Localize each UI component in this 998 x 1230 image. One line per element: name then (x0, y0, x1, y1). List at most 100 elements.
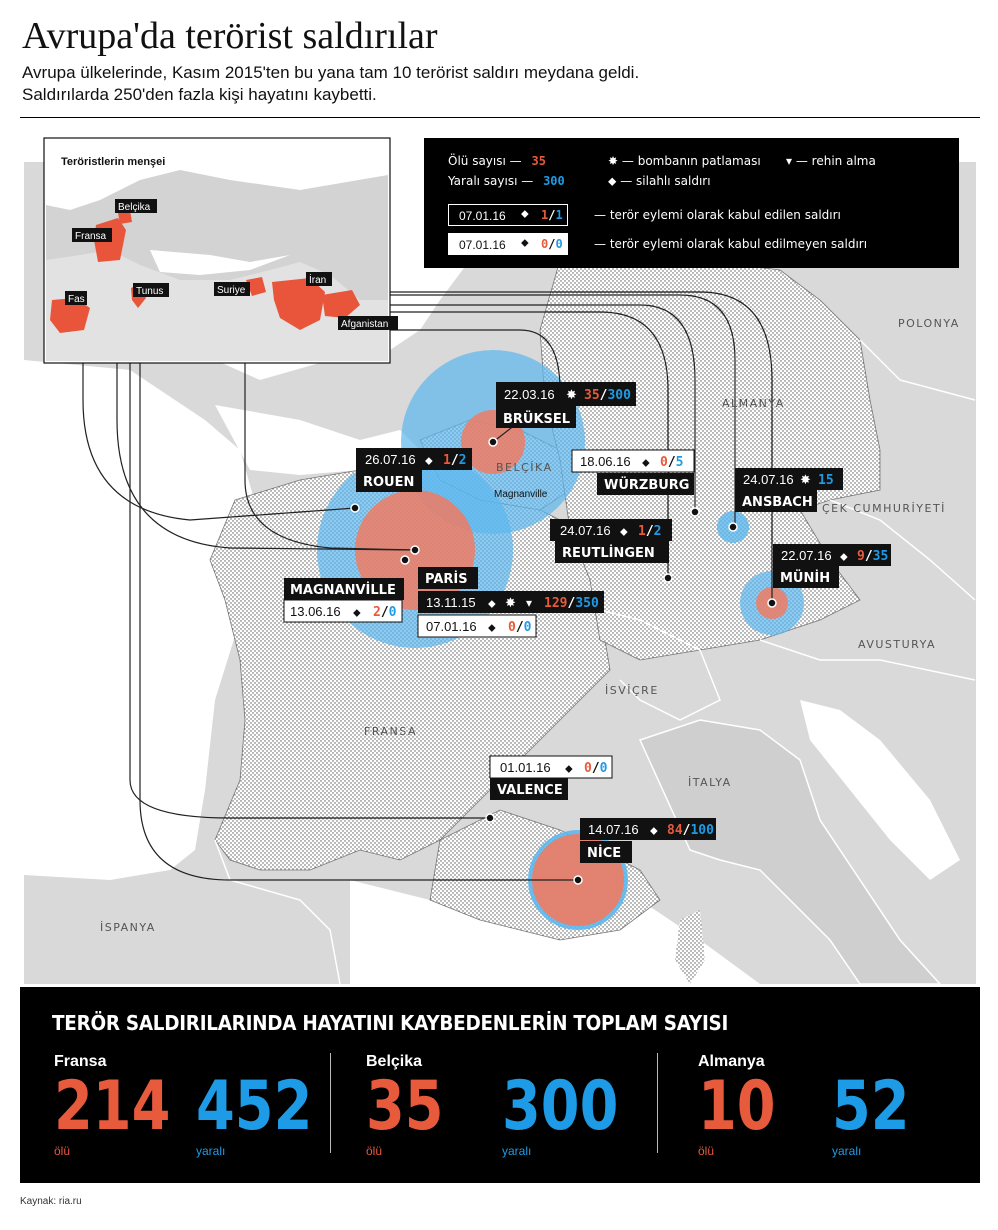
origin-syria (246, 277, 266, 296)
svg-text:22.03.16: 22.03.16 (504, 387, 555, 402)
origin-iran (272, 278, 325, 330)
callout-ansbach: 24.07.16 ✸ 15 ANSBACH (735, 468, 843, 512)
stats-france-wounded-label: yaralı (196, 1144, 226, 1158)
gun-icon: ⬥ (650, 825, 658, 837)
svg-text:1/2: 1/2 (443, 453, 466, 468)
stats-france-dead: 214 (54, 1067, 171, 1146)
legend-unrecognized-label: — terör eylemi olarak kabul edilmeyen sa… (594, 237, 868, 251)
country-label-france: FRANSA (364, 725, 417, 738)
legend-gun-row: ⬥ — silahlı saldırı (608, 174, 711, 188)
callout-munich: 22.07.16 ⬥ 9/35 MÜNİH (773, 544, 891, 588)
svg-text:0/0: 0/0 (508, 620, 532, 635)
inset-label-morocco: Fas (68, 294, 85, 305)
stats-belgium-dead-label: ölü (366, 1144, 383, 1158)
subtitle-line-1: Avrupa ülkelerinde, Kasım 2015'ten bu ya… (22, 63, 640, 82)
gun-icon: ⬥ (608, 174, 617, 188)
gun-icon: ⬥ (353, 607, 361, 619)
point-magnanville (400, 555, 410, 565)
inset-label-belgium: Belçika (118, 202, 151, 213)
origin-belgium (118, 210, 132, 224)
attack-callouts: 22.03.16 ✸ 35/300 BRÜKSEL 26.07.16 ⬥ 1/2… (283, 382, 891, 863)
country-labels: POLONYA ALMANYA BELÇİKA ÇEK CUMHURİYETİ … (100, 317, 958, 934)
point-wurzburg (690, 507, 700, 517)
callout-wurzburg: 18.06.16 ⬥ 0/5 WÜRZBURG (571, 449, 695, 495)
stats-germany-wounded: 52 (832, 1067, 910, 1146)
origin-afghanistan (322, 290, 360, 318)
callout-magnanville: MAGNANVİLLE 13.06.16 ⬥ 2/0 (283, 578, 404, 623)
explosion-icon: ✸ (566, 387, 577, 402)
svg-text:14.07.16: 14.07.16 (588, 822, 639, 837)
svg-text:22.07.16: 22.07.16 (781, 548, 832, 563)
callout-paris: PARİS 13.11.15 ⬥ ✸ ▾ 129/350 07.01.16 ⬥ … (417, 567, 604, 638)
svg-text:REUTLİNGEN: REUTLİNGEN (562, 545, 655, 561)
explosion-icon: ✸ (608, 154, 619, 168)
map-legend: Ölü sayısı — 35 Yaralı sayısı — 300 ✸ — … (424, 138, 959, 268)
stats-france-dead-label: ölü (54, 1144, 71, 1158)
stats-belgium-dead: 35 (366, 1067, 444, 1146)
svg-text:35/300: 35/300 (584, 388, 631, 403)
legend-wounded-row: Yaralı sayısı — 300 (448, 174, 565, 188)
svg-text:24.07.16: 24.07.16 (743, 472, 794, 487)
origin-connectors (82, 222, 773, 881)
gun-icon: ⬥ (521, 237, 529, 249)
gun-icon: ⬥ (642, 457, 650, 469)
stats-divider (657, 1053, 658, 1153)
subtitle-line-2: Saldırılarda 250'den fazla kişi hayatını… (22, 85, 377, 104)
attacks-map: POLONYA ALMANYA BELÇİKA ÇEK CUMHURİYETİ … (24, 137, 976, 985)
stats-title: TERÖR SALDIRILARINDA HAYATINI KAYBEDENLE… (52, 1011, 729, 1035)
point-valence (485, 813, 495, 823)
legend-bomb-row: ✸ — bombanın patlaması (608, 154, 761, 168)
attack-points (350, 437, 777, 885)
svg-text:18.06.16: 18.06.16 (580, 454, 631, 469)
inset-title: Teröristlerin menşei (61, 156, 165, 168)
svg-text:1/2: 1/2 (638, 524, 661, 539)
svg-text:07.01.16: 07.01.16 (426, 619, 477, 634)
country-label-austria: AVUSTURYA (858, 638, 936, 651)
adriatic-sea (800, 700, 960, 880)
point-munich (767, 598, 777, 608)
legend-recognized-sample: 07.01.16 ⬥ 1/1 (448, 204, 568, 226)
point-nice (573, 875, 583, 885)
svg-text:01.01.16: 01.01.16 (500, 760, 551, 775)
gun-icon: ⬥ (565, 763, 573, 775)
inset-label-iran: İran (309, 273, 326, 286)
inset-label-afghanistan: Afganistan (341, 319, 388, 330)
stats-divider (330, 1053, 331, 1153)
source-note: Kaynak: ria.ru (20, 1196, 82, 1207)
legend-unrecognized-sample: 07.01.16 ⬥ 0/0 (448, 233, 568, 255)
callout-reutlingen: 24.07.16 ⬥ 1/2 REUTLİNGEN (550, 519, 672, 563)
svg-text:26.07.16: 26.07.16 (365, 452, 416, 467)
point-brussels (488, 437, 498, 447)
stats-germany-dead: 10 (698, 1067, 776, 1146)
explosion-icon: ✸ (505, 595, 516, 610)
svg-text:0/5: 0/5 (660, 455, 683, 470)
italy-coast (638, 719, 942, 985)
country-label-belgium: BELÇİKA (496, 461, 553, 474)
svg-text:MAGNANVİLLE: MAGNANVİLLE (290, 582, 396, 598)
inset-label-syria: Suriye (217, 285, 246, 296)
stats-france-wounded: 452 (196, 1067, 313, 1146)
callout-brussels: 22.03.16 ✸ 35/300 BRÜKSEL (496, 382, 636, 428)
inset-label-tunisia: Tunus (136, 286, 163, 297)
svg-text:84/100: 84/100 (667, 823, 714, 838)
country-label-germany: ALMANYA (722, 397, 785, 410)
svg-text:ROUEN: ROUEN (363, 475, 414, 490)
country-label-italy: İTALYA (688, 776, 732, 789)
gun-icon: ⬥ (521, 208, 529, 220)
svg-text:ANSBACH: ANSBACH (742, 495, 813, 510)
svg-text:24.07.16: 24.07.16 (560, 523, 611, 538)
legend-hostage-row: ▾ — rehin alma (786, 154, 876, 168)
title-divider (20, 117, 980, 118)
page-title: Avrupa'da terörist saldırılar (22, 15, 438, 57)
hostage-icon: ▾ (526, 596, 532, 610)
legend-dead-row: Ölü sayısı — 35 (448, 154, 546, 168)
svg-text:0/0: 0/0 (584, 761, 608, 776)
svg-text:9/35: 9/35 (857, 549, 888, 564)
atlantic-sea (24, 360, 260, 880)
svg-text:13.11.15: 13.11.15 (426, 595, 476, 610)
casualty-stats-panel: TERÖR SALDIRILARINDA HAYATINI KAYBEDENLE… (20, 987, 980, 1183)
point-ansbach (728, 522, 738, 532)
svg-text:WÜRZBURG: WÜRZBURG (604, 477, 689, 493)
svg-text:BRÜKSEL: BRÜKSEL (503, 411, 570, 427)
corsica (675, 910, 705, 984)
